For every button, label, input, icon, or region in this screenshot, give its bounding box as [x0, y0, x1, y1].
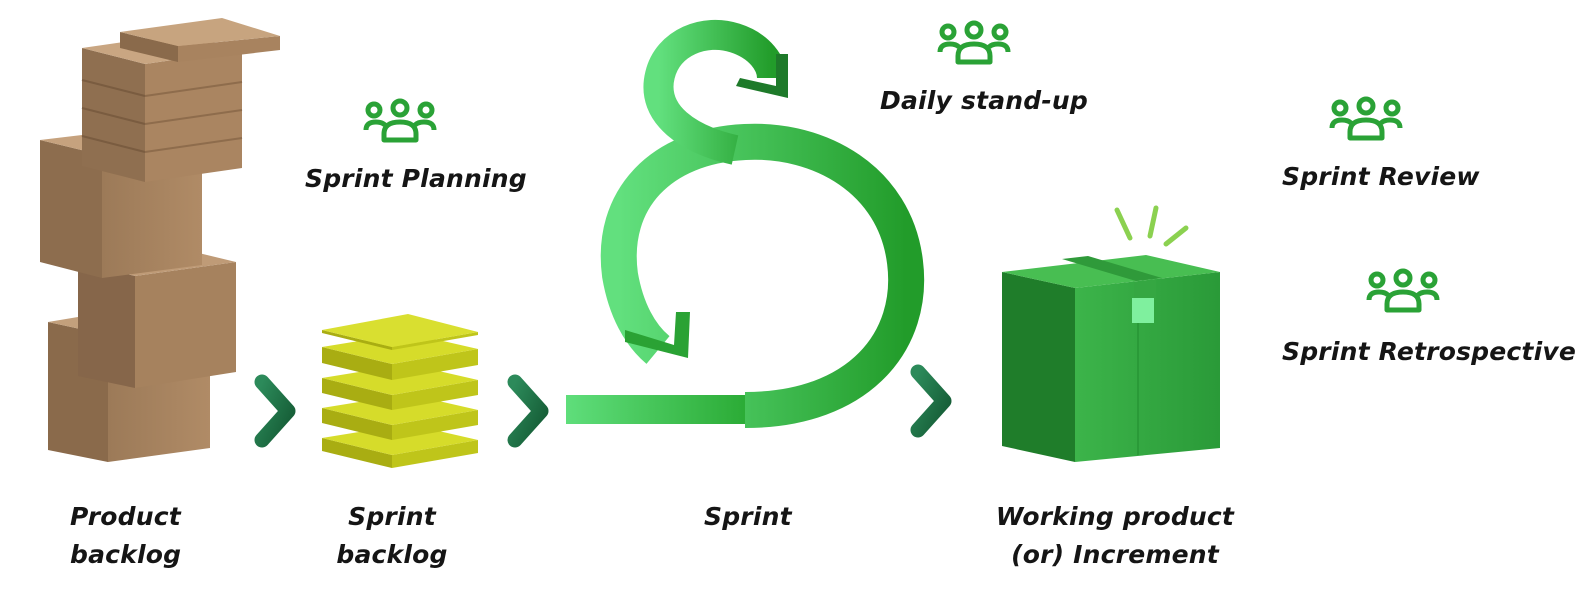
label-product-backlog: Product backlog	[70, 498, 181, 574]
label-line: backlog	[70, 540, 182, 569]
chevron-right-icon	[507, 374, 549, 448]
label-line: Sprint	[348, 502, 436, 531]
chevron-right-icon	[910, 364, 952, 438]
team-icon	[937, 20, 1011, 65]
product-backlog-boxes	[40, 18, 280, 462]
team-icon	[1329, 96, 1403, 141]
sprint-backlog-stack	[322, 314, 478, 468]
label-working-product: Working product (or) Increment	[996, 498, 1234, 574]
label-line: Product	[70, 502, 181, 531]
label-line: Working product	[995, 502, 1235, 531]
team-icon	[1366, 268, 1440, 313]
team-icon	[363, 98, 437, 143]
label-line: backlog	[336, 540, 448, 569]
label-line: (or) Increment	[1011, 540, 1219, 569]
label-daily-standup: Daily stand-up	[880, 86, 1089, 115]
chevron-right-icon	[254, 374, 296, 448]
label-sprint-retrospective: Sprint Retrospective	[1282, 337, 1576, 366]
sprint-loop-arrow	[566, 19, 925, 428]
working-product-box	[1002, 205, 1220, 462]
label-sprint: Sprint	[704, 502, 792, 531]
label-sprint-review: Sprint Review	[1282, 162, 1480, 191]
label-sprint-backlog: Sprint backlog	[336, 498, 447, 574]
label-sprint-planning: Sprint Planning	[305, 164, 527, 193]
